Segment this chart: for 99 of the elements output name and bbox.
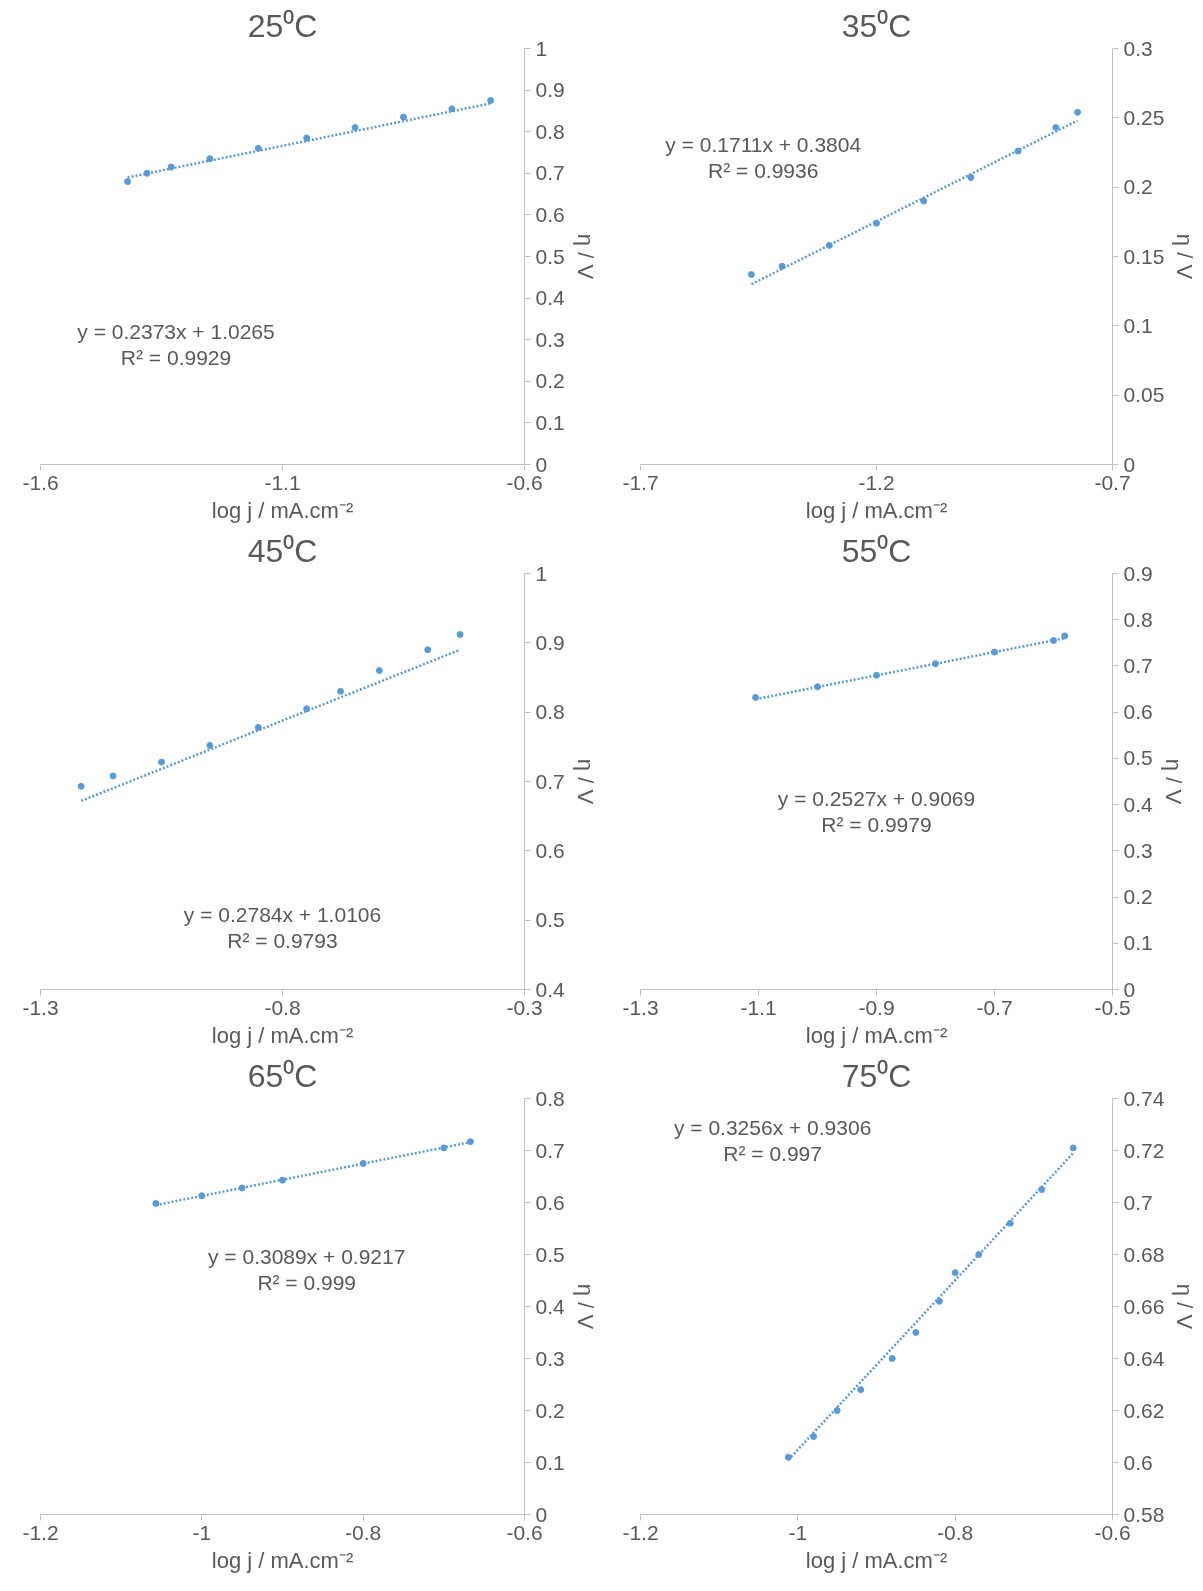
y-tick-label: 0.5 (535, 908, 565, 932)
y-tick-label: 0.2 (1123, 885, 1153, 909)
annotation: y = 0.3089x + 0.9217 (208, 1245, 406, 1269)
x-tick-label: -1.1 (264, 470, 301, 494)
y-tick-label: 0.4 (535, 286, 566, 310)
y-tick-label: 0.9 (1123, 561, 1153, 585)
y-tick-label: 0.58 (1123, 1502, 1165, 1526)
y-tick-label: 0.74 (1123, 1086, 1165, 1110)
y-tick-label: 0.8 (535, 700, 565, 724)
y-tick-label: 0.7 (1123, 1190, 1153, 1214)
x-tick-label: -1 (192, 1520, 212, 1544)
y-tick-label: 0.25 (1123, 105, 1165, 129)
x-tick-label: -1.2 (858, 470, 895, 494)
y-tick-label: 0 (535, 1502, 548, 1526)
y-tick-label: 0.9 (535, 630, 565, 654)
x-tick-label: -0.8 (345, 1520, 382, 1544)
y-tick-label: 1 (535, 561, 548, 585)
y-axis-title: η / V (1160, 758, 1186, 805)
y-tick-label: 0.8 (535, 1086, 565, 1110)
annotation: R² = 0.9793 (227, 929, 338, 953)
y-tick-label: 0 (1123, 977, 1136, 1001)
y-tick-label: 0.6 (535, 838, 565, 862)
y-tick-label: 0.6 (535, 1190, 565, 1214)
y-axis-title: η / V (572, 1283, 598, 1330)
x-tick-label: -0.8 (264, 995, 301, 1019)
y-tick-label: 0.1 (535, 410, 565, 434)
y-tick-label: 0.64 (1123, 1346, 1165, 1370)
x-axis-title: log j / mA.cm⁻² (211, 1022, 354, 1048)
y-tick-label: 0.62 (1123, 1398, 1165, 1422)
y-tick-label: 0.4 (535, 977, 566, 1001)
chart-title: 35⁰C (841, 7, 912, 44)
y-tick-label: 0.7 (535, 161, 565, 185)
y-tick-label: 0.1 (535, 1450, 565, 1474)
annotation: y = 0.1711x + 0.3804 (665, 132, 862, 156)
y-tick-label: 0.72 (1123, 1138, 1165, 1162)
y-tick-label: 0.3 (1123, 838, 1153, 862)
y-tick-label: 0.7 (535, 1138, 565, 1162)
y-tick-label: 0.2 (1123, 175, 1153, 199)
y-tick-label: 0.7 (535, 769, 565, 793)
annotation: R² = 0.999 (257, 1271, 357, 1295)
x-tick-label: -1.2 (22, 1520, 59, 1544)
annotation: R² = 0.9936 (708, 158, 819, 182)
y-tick-label: 0.8 (1123, 607, 1153, 631)
annotation: y = 0.2784x + 1.0106 (183, 903, 382, 927)
y-tick-label: 0.4 (1123, 792, 1154, 816)
y-tick-label: 0.3 (1123, 36, 1153, 60)
y-tick-label: 1 (535, 36, 548, 60)
annotation: y = 0.3256x + 0.9306 (674, 1116, 872, 1140)
chart-title: 65⁰C (247, 1057, 318, 1094)
y-axis-title: η / V (572, 758, 598, 805)
y-tick-label: 0.8 (535, 119, 565, 143)
x-tick-label: -1.3 (22, 995, 59, 1019)
y-tick-label: 0.5 (535, 1242, 565, 1266)
y-tick-label: 0 (535, 452, 548, 476)
y-tick-label: 0.05 (1123, 383, 1165, 407)
annotation: R² = 0.9979 (821, 812, 932, 836)
chart-title: 25⁰C (247, 7, 318, 44)
y-tick-label: 0.5 (535, 244, 565, 268)
y-tick-label: 0.15 (1123, 244, 1165, 268)
x-tick-label: -0.8 (937, 1520, 974, 1544)
y-axis-title: η / V (572, 233, 598, 280)
x-tick-label: -0.9 (858, 995, 895, 1019)
y-tick-label: 0.4 (535, 1294, 566, 1318)
x-axis-title: log j / mA.cm⁻² (211, 1547, 354, 1573)
y-tick-label: 0.2 (535, 1398, 565, 1422)
y-tick-label: 0.1 (1123, 313, 1153, 337)
x-tick-label: -1.6 (22, 470, 59, 494)
y-tick-label: 0.6 (535, 202, 565, 226)
annotation: R² = 0.9929 (120, 345, 232, 369)
x-axis-title: log j / mA.cm⁻² (805, 1022, 948, 1048)
chart-title: 55⁰C (841, 532, 912, 569)
y-axis-title: η / V (1172, 233, 1198, 280)
y-tick-label: 0.68 (1123, 1242, 1165, 1266)
y-tick-label: 0.5 (1123, 746, 1153, 770)
x-axis-title: log j / mA.cm⁻² (805, 1547, 948, 1573)
y-tick-label: 0 (1123, 452, 1136, 476)
x-tick-label: -1.1 (740, 995, 777, 1019)
y-tick-label: 0.6 (1123, 1450, 1153, 1474)
x-axis-title: log j / mA.cm⁻² (211, 497, 354, 523)
annotation: R² = 0.997 (723, 1142, 822, 1166)
y-tick-label: 0.9 (535, 78, 565, 102)
y-tick-label: 0.6 (1123, 700, 1153, 724)
x-tick-label: -1.7 (622, 470, 659, 494)
y-axis-title: η / V (1172, 1283, 1198, 1330)
y-tick-label: 0.3 (535, 327, 565, 351)
x-axis-title: log j / mA.cm⁻² (805, 497, 948, 523)
x-tick-label: -0.7 (976, 995, 1013, 1019)
y-tick-label: 0.7 (1123, 653, 1153, 677)
chart-title: 45⁰C (247, 532, 318, 569)
chart-title: 75⁰C (841, 1057, 912, 1094)
y-tick-label: 0.3 (535, 1346, 565, 1370)
x-tick-label: -1.3 (622, 995, 659, 1019)
annotation: y = 0.2527x + 0.9069 (777, 786, 976, 810)
x-tick-label: -1.2 (622, 1520, 659, 1544)
y-tick-label: 0.66 (1123, 1294, 1165, 1318)
x-tick-label: -1 (788, 1520, 808, 1544)
annotation: y = 0.2373x + 1.0265 (77, 319, 275, 343)
y-tick-label: 0.2 (535, 369, 565, 393)
y-tick-label: 0.1 (1123, 931, 1153, 955)
